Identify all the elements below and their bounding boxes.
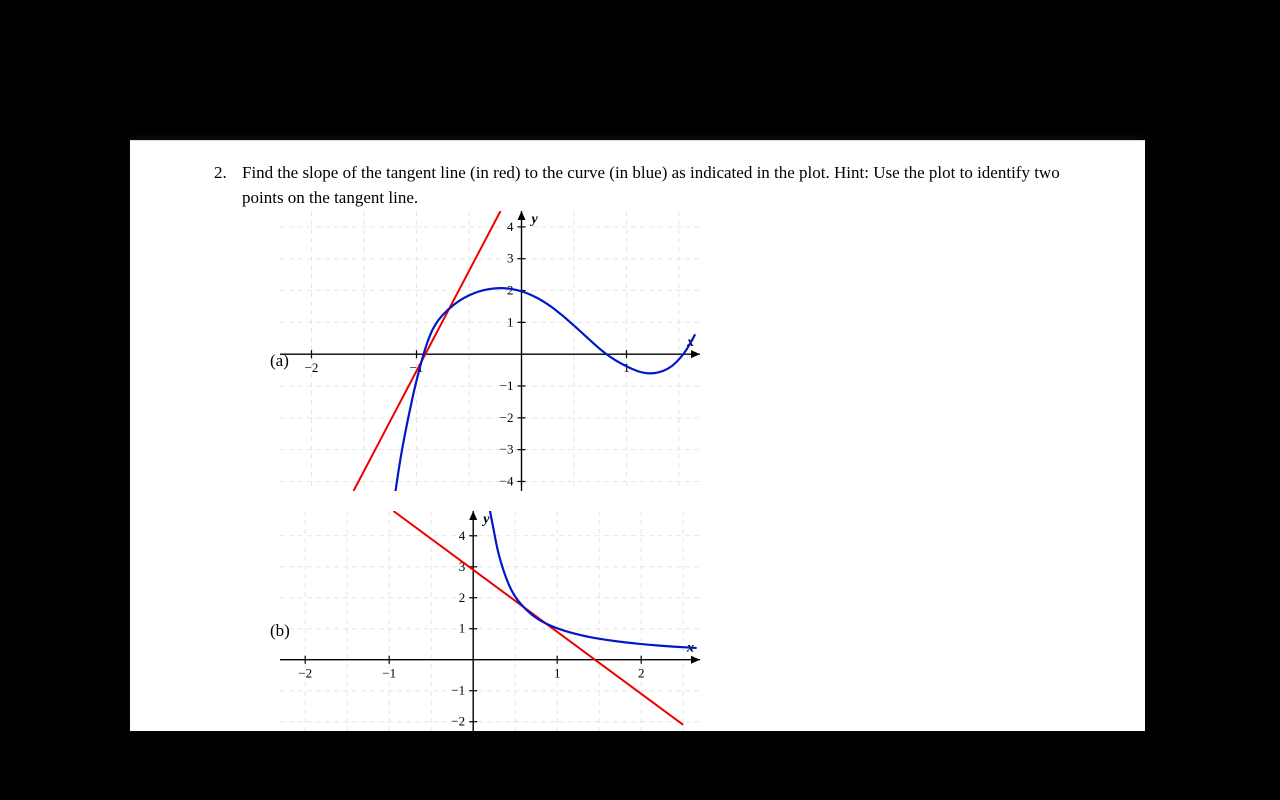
- svg-text:y: y: [481, 512, 490, 527]
- svg-text:−2: −2: [451, 714, 465, 729]
- svg-text:−2: −2: [298, 666, 312, 681]
- svg-text:y: y: [530, 212, 539, 227]
- problem-statement: 2. Find the slope of the tangent line (i…: [242, 161, 1105, 210]
- svg-text:2: 2: [459, 590, 466, 605]
- chart-a-container: (a) −2−11−4−3−2−11234xy: [280, 211, 700, 491]
- svg-text:−2: −2: [500, 410, 514, 425]
- chart-b-container: (b) −2−112−2−11234xy: [280, 511, 700, 731]
- chart-b: −2−112−2−11234xy: [280, 511, 700, 731]
- part-b-label: (b): [270, 621, 290, 641]
- chart-a: −2−11−4−3−2−11234xy: [280, 211, 700, 491]
- svg-text:1: 1: [459, 621, 466, 636]
- svg-text:1: 1: [554, 666, 561, 681]
- svg-text:−4: −4: [500, 473, 514, 488]
- problem-text: Find the slope of the tangent line (in r…: [242, 163, 1060, 207]
- part-a-label: (a): [270, 351, 289, 371]
- svg-text:3: 3: [507, 251, 514, 266]
- svg-text:1: 1: [507, 314, 514, 329]
- svg-text:−1: −1: [500, 378, 514, 393]
- problem-number: 2.: [214, 161, 227, 186]
- svg-text:−1: −1: [382, 666, 396, 681]
- svg-text:−2: −2: [305, 360, 319, 375]
- svg-text:4: 4: [459, 528, 466, 543]
- svg-text:−3: −3: [500, 442, 514, 457]
- svg-text:−1: −1: [451, 683, 465, 698]
- svg-text:2: 2: [638, 666, 645, 681]
- svg-text:4: 4: [507, 219, 514, 234]
- document-page: 2. Find the slope of the tangent line (i…: [130, 140, 1145, 731]
